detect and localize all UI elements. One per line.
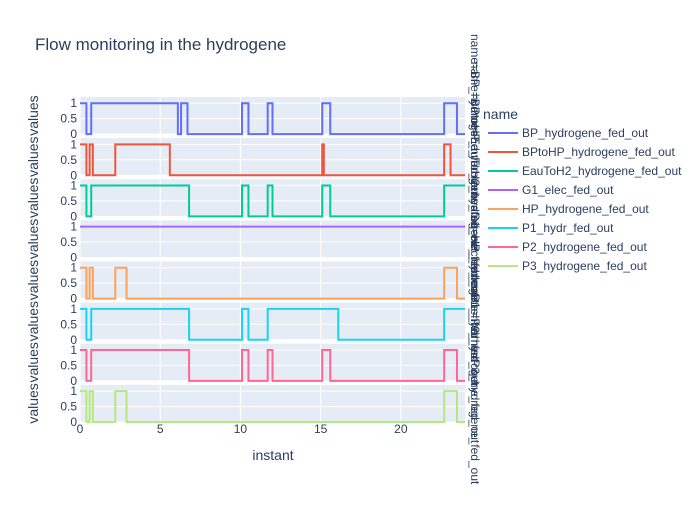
facet-panel: 00.51 [60,96,465,141]
legend-item[interactable]: BP_hydrogene_fed_out [488,126,649,140]
y-tick-label: 1 [70,96,77,110]
series-line [80,307,465,341]
y-axis-title: values [25,136,41,176]
facet-label: name=G1_elec_fed_out [468,175,482,304]
y-tick-label: 0 [70,251,77,265]
legend[interactable]: name BP_hydrogene_fed_out BPtoHP_hydrogen… [483,106,682,273]
series-line [80,184,465,218]
y-axis-title: values [25,95,41,135]
y-tick-label: 1 [70,384,77,398]
legend-label: EauToH2_hydrogene_fed_out [522,164,682,178]
y-axis-title: values [25,178,41,218]
y-tick-label: 1 [70,178,77,192]
y-axis-title: values [25,219,41,259]
y-tick-label: 0 [70,168,77,182]
x-tick-label: 20 [394,422,408,436]
legend-item[interactable]: HP_hydrogene_fed_out [488,202,649,216]
y-axis-title: values [25,342,41,382]
plot-background [80,261,465,299]
y-tick-label: 0.5 [60,400,77,414]
legend-item[interactable]: P1_hydr_fed_out [488,221,614,235]
y-tick-label: 1 [70,137,77,151]
x-tick-label: 15 [314,422,328,436]
legend-item[interactable]: BPtoHP_hydrogene_fed_out [488,145,675,159]
legend-title: name [483,106,518,122]
y-tick-label: 0.5 [60,358,77,372]
legend-item[interactable]: P2_hydrogene_fed_out [488,240,647,254]
y-tick-label: 0 [70,415,77,429]
facet-label: name=P2_hydrogene_fed_out [468,281,482,443]
y-tick-label: 0.5 [60,194,77,208]
y-tick-label: 0.5 [60,112,77,126]
y-tick-label: 0.5 [60,317,77,331]
x-tick-label: 0 [77,422,84,436]
series-line [80,390,465,423]
y-axis-title: values [25,260,41,300]
legend-label: P3_hydrogene_fed_out [522,259,647,273]
y-tick-label: 0.5 [60,276,77,290]
plot-background [80,384,465,422]
facet-panel: 00.51 [60,302,465,347]
x-axis: 0 5 10 15 20 [77,422,408,436]
y-tick-label: 0 [70,209,77,223]
chart-title: Flow monitoring in the hydrogene [35,35,286,54]
y-tick-label: 0 [70,127,77,141]
y-tick-label: 1 [70,261,77,275]
series-line [80,348,465,382]
y-tick-label: 0 [70,292,77,306]
legend-item[interactable]: EauToH2_hydrogene_fed_out [488,164,682,178]
legend-label: HP_hydrogene_fed_out [522,202,649,216]
legend-item[interactable]: G1_elec_fed_out [488,183,614,197]
y-tick-label: 0.5 [60,235,77,249]
facet-label: name=EauToH2_hydrogene_fed_out [468,100,482,297]
legend-label: BPtoHP_hydrogene_fed_out [522,145,675,159]
facet-panel: 00.51 [60,384,465,429]
legend-item[interactable]: P3_hydrogene_fed_out [488,259,647,273]
facet-panel: 00.51 [60,343,465,388]
y-tick-label: 0.5 [60,153,77,167]
facet-labels: name=BP_hydrogene_fed_outname=BPtoHP_hyd… [468,34,482,485]
y-tick-label: 0 [70,333,77,347]
legend-label: BP_hydrogene_fed_out [522,126,649,140]
legend-label: G1_elec_fed_out [522,183,614,197]
y-tick-label: 0 [70,374,77,388]
facet-panel: 00.51 [60,220,465,265]
facet-label: name=BPtoHP_hydrogene_fed_out [468,62,482,252]
y-tick-label: 1 [70,302,77,316]
y-tick-label: 1 [70,343,77,357]
series-line [80,143,465,177]
legend-label: P2_hydrogene_fed_out [522,240,647,254]
facet-label: name=P1_hydr_fed_out [468,257,482,386]
x-tick-label: 10 [234,422,248,436]
y-axis-title: values [25,383,41,423]
facet-label: name=P3_hydrogene_fed_out [468,323,482,485]
facet-panel: 00.51 [60,261,465,306]
series-line [80,102,465,136]
y-tick-label: 1 [70,220,77,234]
facet-label: name=HP_hydrogene_fed_out [468,198,482,362]
legend-label: P1_hydr_fed_out [522,221,614,235]
facet-panel: 00.51 [60,137,465,182]
facet-label: name=BP_hydrogene_fed_out [468,34,482,198]
y-axis-title: values [25,301,41,341]
series-line [80,266,465,300]
x-axis-title: instant [252,447,293,463]
x-tick-label: 5 [157,422,164,436]
facet-panel: 00.51 [60,178,465,223]
y-axis-titles: valuesvaluesvaluesvaluesvaluesvaluesvalu… [25,95,41,423]
